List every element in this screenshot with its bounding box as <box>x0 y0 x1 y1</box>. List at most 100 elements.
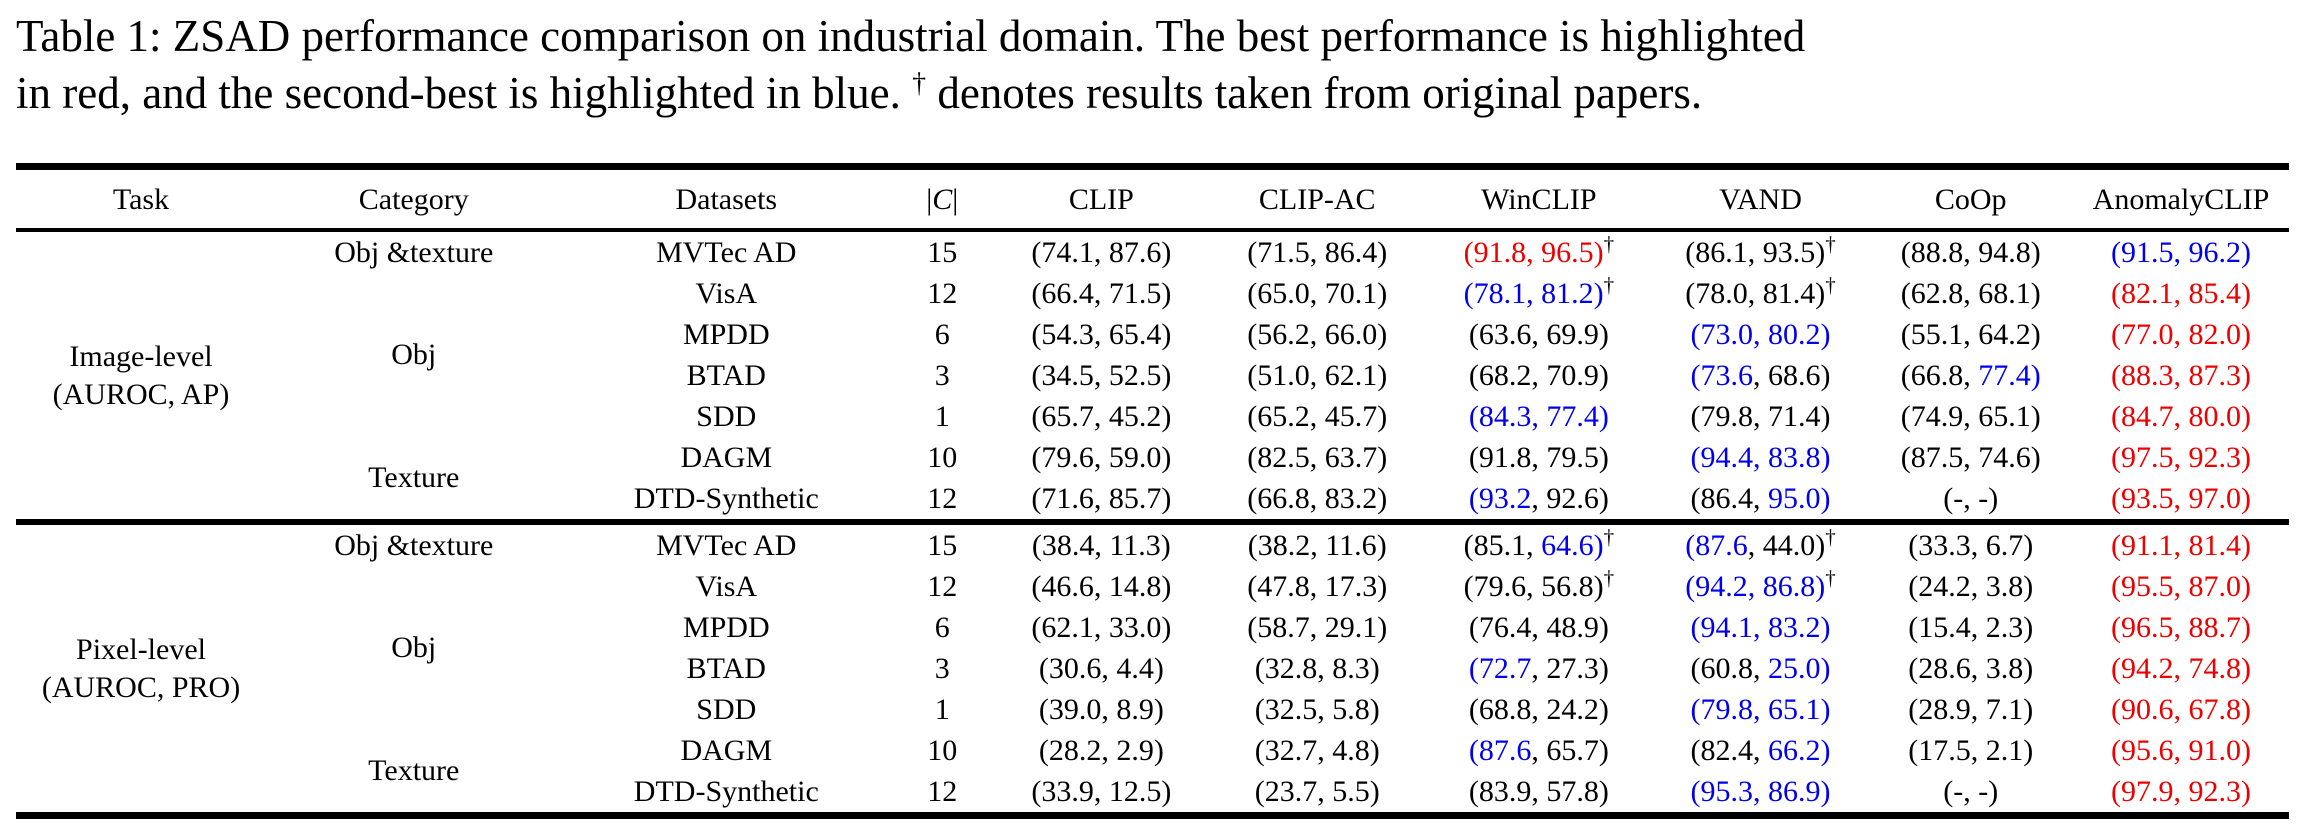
cell-coop: (74.9, 65.1) <box>1868 396 2073 437</box>
category-cell: Obj <box>391 338 437 372</box>
value-second-metric: 94.8 <box>1978 235 2031 269</box>
cell-anomalyclip: (94.2, 74.8) <box>2073 648 2289 689</box>
value-second-metric: 74.8 <box>2188 651 2241 685</box>
task-line-2: (AUROC, AP) <box>52 377 230 411</box>
value-auroc: 87.5 <box>1910 440 1964 474</box>
comma: , <box>1531 481 1547 515</box>
paren-open: ( <box>1685 276 1696 310</box>
category-cell: Obj <box>391 631 437 665</box>
value-second-metric: 83.8 <box>1767 440 1821 474</box>
cell-clip-ac: (32.7, 4.8) <box>1209 730 1425 771</box>
value-second-metric: 8.3 <box>1332 651 1370 685</box>
comma: , <box>1309 481 1325 515</box>
value-second-metric: 25.0 <box>1767 651 1821 685</box>
paren-open: ( <box>1900 276 1911 310</box>
value-second-metric: 14.8 <box>1108 569 1162 603</box>
value-second-metric: 65.4 <box>1108 317 1162 351</box>
value-second-metric: 95.0 <box>1767 481 1821 515</box>
caption-line-1: Table 1: ZSAD performance comparison on … <box>16 8 2291 65</box>
comma: , <box>2173 481 2189 515</box>
value-auroc: 60.8 <box>1700 651 1753 685</box>
cell-coop: (-, -) <box>1868 478 2073 522</box>
comma: , <box>1747 235 1763 269</box>
table-caption: Table 1: ZSAD performance comparison on … <box>0 0 2305 121</box>
paren-close: ) <box>2240 358 2251 392</box>
paren-close: ) <box>1160 528 1171 562</box>
paren-open: ( <box>1463 528 1474 562</box>
cell-class-count: 3 <box>934 651 950 685</box>
paren-close: ) <box>2030 358 2041 392</box>
cell-clip-ac: (23.7, 5.5) <box>1209 771 1425 812</box>
value-second-metric: - <box>1978 481 1989 515</box>
value-second-metric: 8.9 <box>1116 692 1154 726</box>
value-second-metric: 83.2 <box>1767 610 1821 644</box>
col-header-anomalyclip: AnomalyCLIP <box>2072 170 2289 233</box>
paren-close: ) <box>2240 235 2251 269</box>
value-second-metric: 56.8 <box>1541 569 1594 603</box>
paren-open: ( <box>2110 317 2121 351</box>
paren-open: ( <box>1031 317 1042 351</box>
value-auroc: 91.8 <box>1478 440 1532 474</box>
cell-class-count: 6 <box>934 317 950 351</box>
paren-open: ( <box>1908 569 1919 603</box>
value-second-metric: 87.0 <box>2188 569 2241 603</box>
value-auroc: 94.4 <box>1700 440 1753 474</box>
value-auroc: 76.4 <box>1478 610 1532 644</box>
comma: , <box>1101 733 1117 767</box>
paren-close: ) <box>2030 235 2041 269</box>
paren-open: ( <box>1247 440 1258 474</box>
cell-coop: (24.2, 3.8) <box>1868 566 2073 607</box>
value-second-metric: 67.8 <box>2188 692 2241 726</box>
comma: , <box>1970 692 1986 726</box>
table-row: Pixel-level (AUROC, PRO) Obj &texture MVTec… <box>16 519 2289 813</box>
cell-winclip: (63.6, 69.9) <box>1425 314 1652 355</box>
value-second-metric: 6.7 <box>1985 528 2024 562</box>
comma: , <box>1093 276 1109 310</box>
comma: , <box>1963 358 1979 392</box>
paren-close: ) <box>1161 276 1172 310</box>
paren-close: ) <box>1161 774 1172 808</box>
value-auroc: 85.1 <box>1473 528 1527 562</box>
comma: , <box>1310 528 1326 562</box>
col-header-coop: CoOp <box>1868 170 2073 233</box>
comma: , <box>1526 569 1542 603</box>
value-auroc: 72.7 <box>1478 651 1532 685</box>
value-second-metric: 44.0 <box>1762 528 1816 562</box>
comma: , <box>1309 358 1325 392</box>
comma: , <box>1093 610 1109 644</box>
value-auroc: 74.1 <box>1041 235 1094 269</box>
cell-dataset: DAGM <box>680 733 773 767</box>
value-auroc: 79.6 <box>1473 569 1527 603</box>
value-second-metric: 2.3 <box>1985 610 2024 644</box>
value-second-metric: 77.4 <box>1978 358 2031 392</box>
value-second-metric: 65.7 <box>1546 733 1599 767</box>
value-auroc: 38.2 <box>1257 528 1311 562</box>
comma: , <box>1963 481 1979 515</box>
value-second-metric: 96.2 <box>2188 235 2241 269</box>
paren-close: ) <box>1820 317 1831 351</box>
table-header: Task Category Datasets |C| CLIP CLIP-AC WinCLI… <box>16 170 2289 233</box>
table-row: Image-level (AUROC, AP) Obj &texture MVTec … <box>16 230 2289 411</box>
cell-winclip: (87.6, 65.7) <box>1425 730 1652 771</box>
cell-clip: (46.6, 14.8) <box>993 566 1209 607</box>
paren-close: ) <box>2023 528 2034 562</box>
value-auroc: 66.8 <box>1910 358 1964 392</box>
cell-clip-ac: (32.8, 8.3) <box>1209 648 1425 689</box>
value-auroc: 66.8 <box>1257 481 1310 515</box>
paren-close: ) <box>2240 733 2251 767</box>
value-second-metric: 80.0 <box>2188 399 2241 433</box>
paren-open: ( <box>1254 692 1265 726</box>
paren-open: ( <box>1247 317 1258 351</box>
paren-close: ) <box>2240 692 2251 726</box>
comma: , <box>1752 733 1768 767</box>
cell-winclip: (83.9, 57.8) <box>1425 771 1652 812</box>
comma: , <box>1752 610 1768 644</box>
value-second-metric: 24.2 <box>1546 692 1599 726</box>
comma: , <box>1752 774 1768 808</box>
value-second-metric: 27.3 <box>1546 651 1599 685</box>
table-row: DTD-Synthetic 12 (33.9, 12.5) (23.7, 5.5) (8… <box>16 771 2289 812</box>
value-second-metric: 87.6 <box>1108 235 1162 269</box>
cell-coop: (15.4, 2.3) <box>1868 607 2073 648</box>
paren-close: ) <box>2240 569 2251 603</box>
value-auroc: 62.1 <box>1041 610 1094 644</box>
